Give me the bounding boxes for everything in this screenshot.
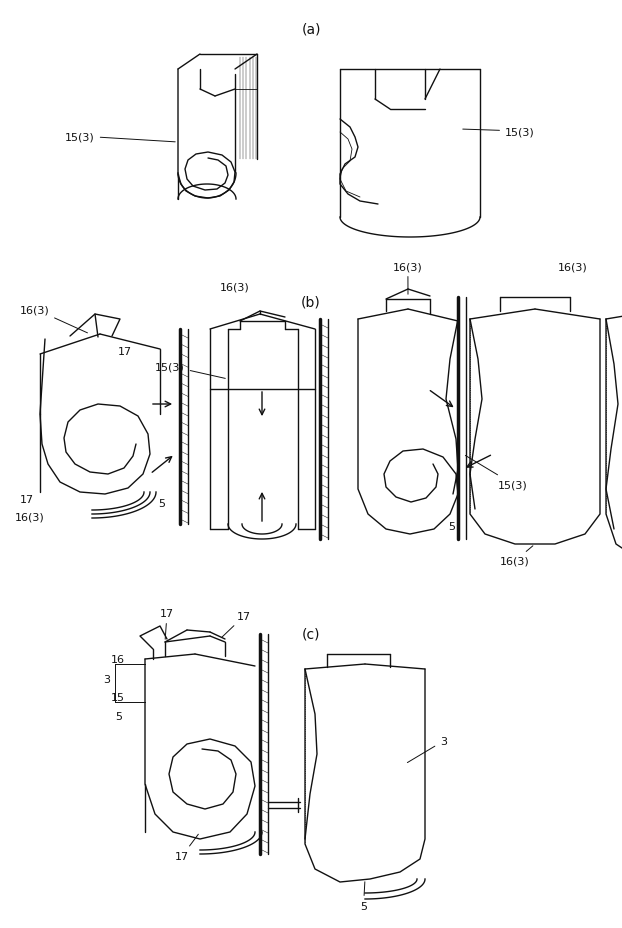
Text: (b): (b) xyxy=(301,295,321,309)
Text: 5: 5 xyxy=(115,711,122,721)
Text: 5: 5 xyxy=(158,498,165,509)
Text: 15(3): 15(3) xyxy=(465,456,527,489)
Text: (c): (c) xyxy=(302,627,320,641)
Text: 16(3): 16(3) xyxy=(393,262,423,295)
Text: 15: 15 xyxy=(111,692,125,702)
Text: 5: 5 xyxy=(448,522,455,532)
Text: 17: 17 xyxy=(175,834,198,861)
Text: 17: 17 xyxy=(118,347,132,356)
Text: 3: 3 xyxy=(103,675,110,684)
Text: (a): (a) xyxy=(301,22,321,36)
Text: 16: 16 xyxy=(111,654,125,664)
Text: 3: 3 xyxy=(407,736,447,763)
Text: 15(3): 15(3) xyxy=(155,362,225,379)
Text: 16(3): 16(3) xyxy=(20,304,88,333)
Text: 16(3): 16(3) xyxy=(220,282,250,291)
Text: 17: 17 xyxy=(222,612,251,638)
Text: 17: 17 xyxy=(20,495,34,505)
Text: 16(3): 16(3) xyxy=(0,927,1,928)
Text: 16(3): 16(3) xyxy=(15,511,45,522)
Text: 15(3): 15(3) xyxy=(463,127,535,136)
Text: 15(3): 15(3) xyxy=(65,132,175,143)
Text: 5: 5 xyxy=(360,882,367,911)
Text: 16(3): 16(3) xyxy=(500,547,533,566)
Text: 17: 17 xyxy=(160,609,174,639)
Text: 16(3): 16(3) xyxy=(558,262,588,272)
